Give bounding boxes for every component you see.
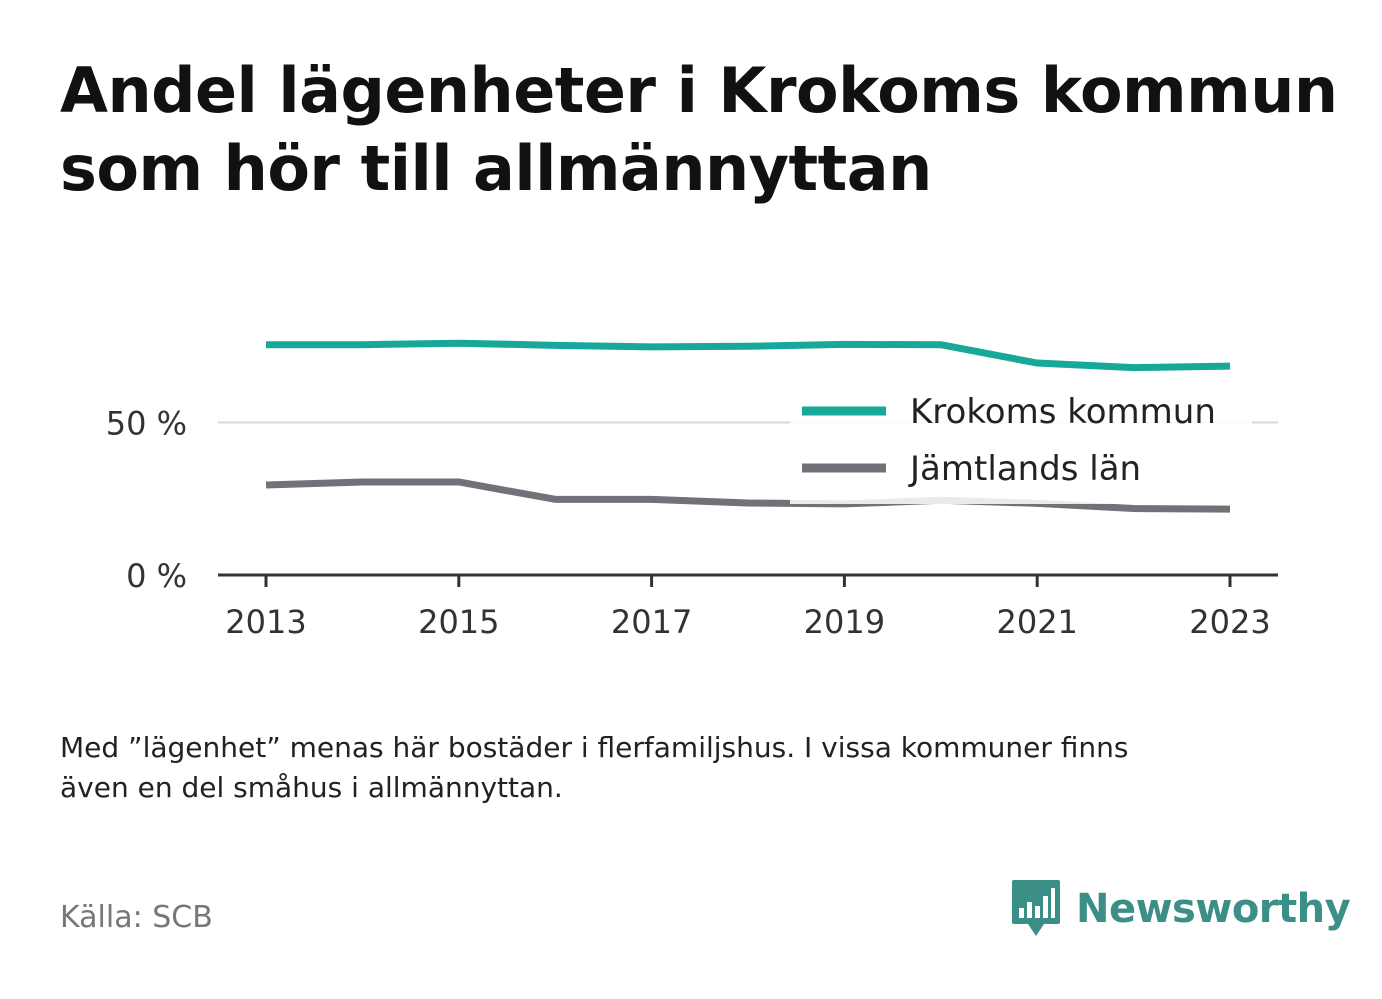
legend-label-1: Jämtlands län	[908, 449, 1141, 489]
x-tick-label: 2017	[611, 603, 692, 641]
legend: Krokoms kommun Jämtlands län	[790, 378, 1252, 504]
series-line-0	[266, 339, 1231, 372]
series-lines	[265, 339, 1231, 513]
chart-title: Andel lägenheter i Krokoms kommun som hö…	[60, 52, 1350, 208]
y-tick-label: 50 %	[106, 405, 187, 443]
x-tick-label: 2023	[1189, 603, 1270, 641]
x-tick-label: 2021	[996, 603, 1077, 641]
x-tick-label: 2015	[418, 603, 499, 641]
footnote-line-2: även en del småhus i allmännyttan.	[60, 771, 563, 804]
x-tick-label: 2013	[225, 603, 306, 641]
y-tick-label: 0 %	[126, 557, 187, 595]
source-label: Källa: SCB	[60, 900, 213, 935]
x-axis: 2013 2015 2017 2019 2021 2023	[218, 573, 1278, 641]
legend-background	[790, 378, 1252, 504]
footnote: Med ”lägenhet” menas här bostäder i fler…	[60, 728, 1320, 808]
bar-chart-bubble-icon	[1012, 880, 1060, 936]
chart-title-line-1: Andel lägenheter i Krokoms kommun	[60, 54, 1338, 127]
y-axis-tick-labels: 0 % 50 %	[106, 405, 187, 596]
brand-name: Newsworthy	[1076, 886, 1351, 932]
footnote-line-1: Med ”lägenhet” menas här bostäder i fler…	[60, 731, 1129, 764]
line-chart: 0 % 50 % 2013 2015 2017 2019 2021 2023 Krokoms…	[106, 339, 1278, 641]
x-tick-label: 2019	[804, 603, 885, 641]
series-line-1	[265, 478, 1231, 513]
chart-title-line-2: som hör till allmännyttan	[60, 132, 932, 205]
newsworthy-logo: Newsworthy	[1010, 878, 1351, 940]
legend-label-0: Krokoms kommun	[910, 392, 1216, 432]
